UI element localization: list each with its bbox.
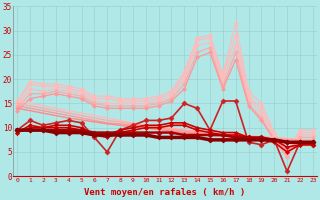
X-axis label: Vent moyen/en rafales ( km/h ): Vent moyen/en rafales ( km/h ) [84, 188, 246, 197]
